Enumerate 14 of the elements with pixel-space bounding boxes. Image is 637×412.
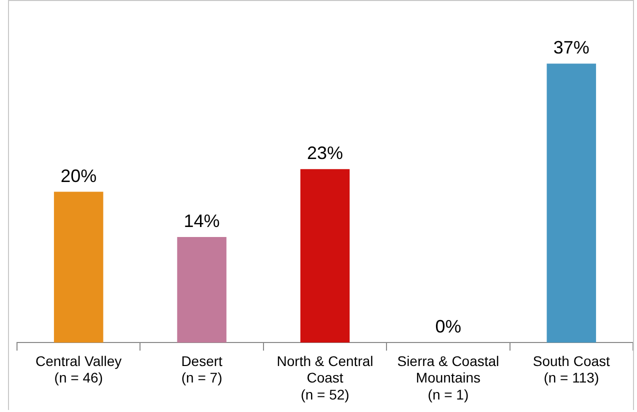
x-tick-label: North & Central Coast (n = 52) xyxy=(276,352,374,402)
x-tick-label: Central Valley (n = 46) xyxy=(36,352,122,386)
bar xyxy=(54,192,104,343)
x-tick-label: Desert (n = 7) xyxy=(181,352,223,386)
data-label: 23% xyxy=(306,143,344,164)
data-label: 37% xyxy=(553,38,590,58)
data-label: 20% xyxy=(60,166,97,186)
bar xyxy=(177,237,226,343)
x-tick-label: South Coast (n = 113) xyxy=(532,352,610,386)
x-tick-label: Sierra & Coastal Mountains (n = 1) xyxy=(397,352,500,402)
bar xyxy=(300,169,350,343)
data-label: 0% xyxy=(435,316,462,337)
data-label: 14% xyxy=(184,211,220,232)
bar xyxy=(546,64,596,343)
